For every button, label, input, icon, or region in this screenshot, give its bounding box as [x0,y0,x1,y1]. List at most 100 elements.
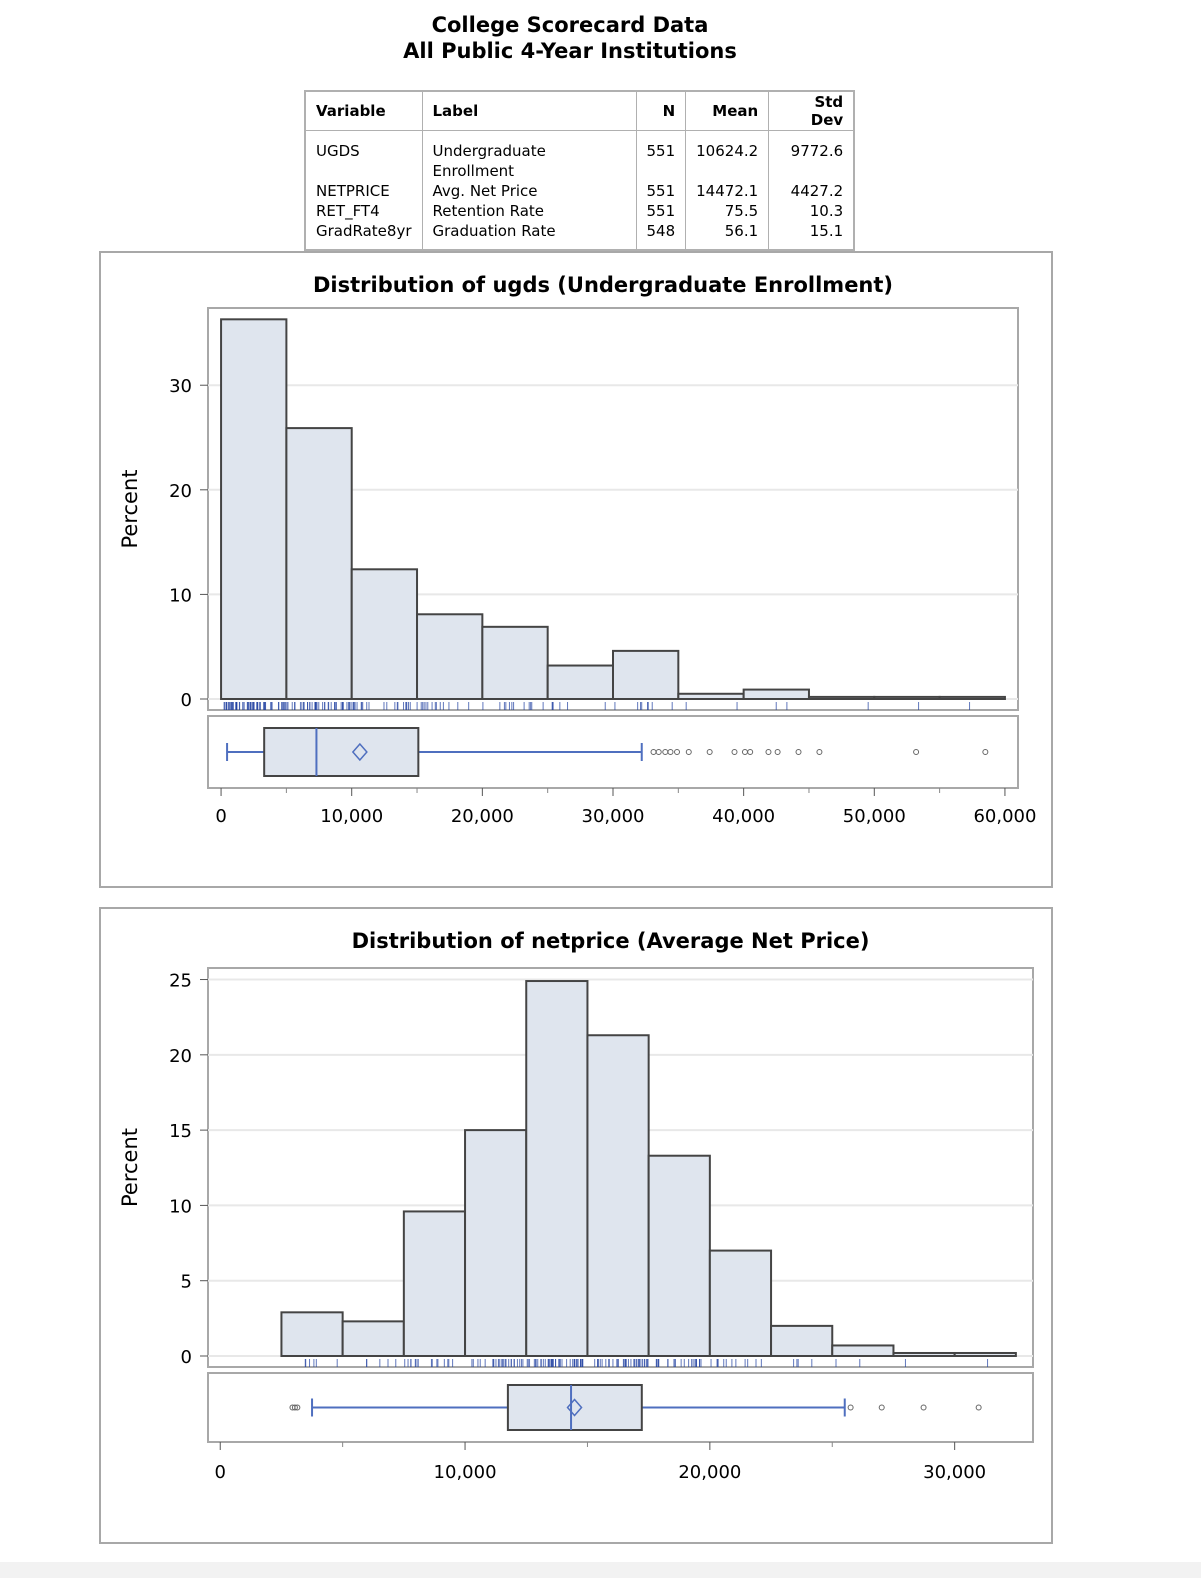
table-cell: 10.3 [768,201,855,221]
outlier-point [847,1404,854,1411]
table-cell: 551 [635,181,687,201]
table-cell: Undergraduate Enrollment [421,130,637,181]
table-cell: 551 [635,201,687,221]
iqr-box [263,727,420,777]
histogram-bar [677,692,745,700]
y-tick-label: 15 [169,1121,192,1142]
histogram-bar [831,1344,895,1358]
table-cell: NETPRICE [304,181,423,201]
table-row: UGDS Undergraduate Enrollment 551 10624.2 97… [304,130,855,181]
outlier-point [920,1404,927,1411]
histogram-bar [350,568,419,700]
histogram-bar [647,1154,711,1357]
x-tick-label: 40,000 [712,806,775,827]
main-subtitle: All Public 4-Year Institutions [403,39,737,63]
outlier-point [774,749,781,755]
outlier-point [982,749,989,755]
table-cell: 4427.2 [768,181,855,201]
y-tick-label: 10 [169,1196,192,1217]
histogram-bar [341,1320,405,1358]
x-tick-label: 10,000 [434,1462,497,1483]
table-row: GradRate8yr Graduation Rate 548 56.1 15.1 [304,221,855,250]
table-cell: 14472.1 [685,181,770,201]
table-cell: Retention Rate [421,201,637,221]
y-tick-label: 30 [169,376,192,397]
outlier-point [765,749,772,755]
panel-netprice [99,907,1053,1544]
x-tick-label: 50,000 [843,806,906,827]
histogram-bar [464,1129,528,1358]
outlier-point [655,749,662,755]
table-cell: UGDS [304,130,423,181]
outlier-point [291,1404,298,1411]
histogram-bar [953,1351,1017,1358]
histogram-bar [807,695,876,700]
y-tick-label: 25 [169,971,192,992]
panel-ugds [99,251,1053,888]
histogram-bar [873,695,941,700]
outlier-point [731,749,738,755]
table-cell: 56.1 [685,221,770,250]
histogram-bar [546,664,615,700]
x-tick-label: 20,000 [678,1462,741,1483]
x-tick-label: 30,000 [923,1462,986,1483]
table-cell: 9772.6 [768,130,855,181]
x-tick-label: 20,000 [451,806,514,827]
outlier-point [795,749,802,755]
y-tick-label: 20 [169,1046,192,1067]
outlier-point [816,749,823,755]
histogram-bar [708,1249,773,1358]
outlier-point [975,1404,982,1411]
table-cell: Graduation Rate [421,221,637,250]
col-n: N [635,90,687,131]
x-tick-label: 30,000 [582,806,645,827]
table-cell: Avg. Net Price [421,181,637,201]
outlier-point [667,749,674,755]
x-tick-label: 0 [215,806,226,827]
table-cell: 551 [635,130,687,181]
outlier-point [706,749,713,755]
histogram-bar [481,625,549,700]
x-tick-label: 60,000 [973,806,1036,827]
y-tick-label: 10 [169,585,192,606]
histogram-bar [612,649,680,700]
y-tick-label: 20 [169,481,192,502]
table-row: NETPRICE Avg. Net Price 551 14472.1 4427.2 [304,181,855,201]
y-tick-label: 0 [181,1347,192,1368]
histogram-bar [220,318,288,700]
histogram-bar [586,1034,650,1357]
main-title: College Scorecard Data [431,13,709,37]
table-cell: 75.5 [685,201,770,221]
y-axis-label: Percent [118,469,142,548]
histogram-bar [770,1324,834,1357]
bottom-strip [0,1562,1201,1578]
mean-diamond [351,742,368,762]
histogram-bar [402,1210,467,1358]
histogram-bar [938,695,1006,700]
table-cell: 10624.2 [685,130,770,181]
col-label: Label [421,90,637,131]
outlier-point [747,749,754,755]
histogram-bar [280,1311,344,1358]
outlier-point [294,1404,301,1411]
col-mean: Mean [685,90,770,131]
outlier-point [685,749,692,755]
outlier-point [674,749,681,755]
chart-title: Distribution of netprice (Average Net Pr… [352,929,870,953]
chart-title: Distribution of ugds (Undergraduate Enro… [313,273,893,297]
col-variable: Variable [304,90,423,131]
summary-table: Variable Label N Mean Std Dev UGDS Underg… [304,90,856,251]
mean-diamond [566,1398,583,1417]
col-stddev: Std Dev [768,90,855,131]
y-tick-label: 5 [181,1272,192,1293]
x-tick-label: 0 [215,1462,226,1483]
table-cell: GradRate8yr [304,221,423,250]
histogram-bar [525,980,589,1357]
table-cell: 548 [635,221,687,250]
table-cell: 15.1 [768,221,855,250]
histogram-bar [285,427,353,700]
histogram-bar [742,688,810,700]
histogram-bar [416,613,484,700]
